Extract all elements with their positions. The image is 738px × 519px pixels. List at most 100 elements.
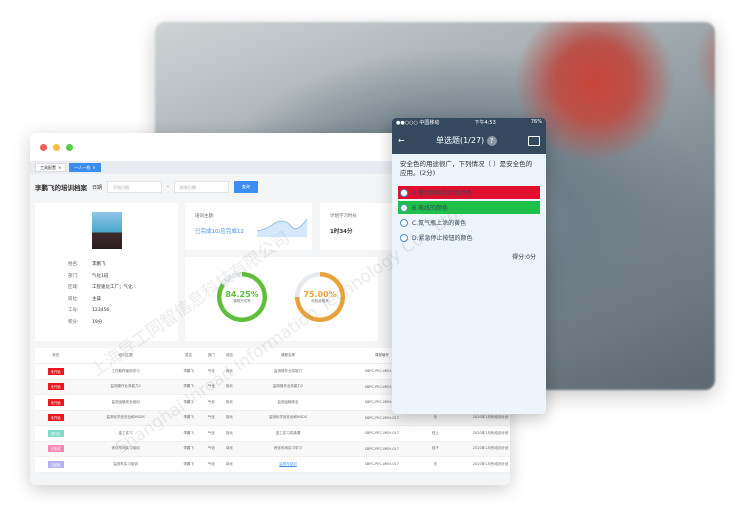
radio-button[interactable] xyxy=(400,233,408,242)
table-cell: 李鹏飞 xyxy=(175,456,203,473)
sparkline xyxy=(257,218,307,237)
radio-button[interactable] xyxy=(400,188,408,197)
table-cell: 2020年1月份培训计划 xyxy=(444,441,510,457)
back-arrow-icon[interactable]: ← xyxy=(398,136,405,145)
ring-value: 75.00% xyxy=(303,290,337,299)
status-badge: 未开始 xyxy=(47,383,64,391)
table-cell: 2020年1月份培训计划 xyxy=(444,425,510,442)
radio-button[interactable] xyxy=(400,203,408,212)
profile-card: 姓名: 李鹏飞 部门: 气化1班 区域: 工智速化工厂；气化 岗位: 主操 工号: 123456 积… xyxy=(35,203,178,341)
hours-label: 计划学习时长 xyxy=(330,214,357,219)
topic-card: 培训主题: 已完成10/应完成12 xyxy=(185,203,312,250)
field-label: 工号: xyxy=(68,308,79,313)
table-cell: 金工实习 xyxy=(76,425,176,442)
option-text: B.电线的颜色 xyxy=(412,205,449,212)
column-header[interactable]: 课程名称 xyxy=(238,348,338,364)
close-dot[interactable] xyxy=(40,143,47,151)
table-cell: 岗长 xyxy=(220,379,239,395)
column-header[interactable]: 部门 xyxy=(202,348,221,364)
search-button[interactable]: 查询 xyxy=(233,181,258,193)
option-text: A.警示牌中的红色颜色 xyxy=(412,190,472,197)
table-cell: 监测操作业务能力 xyxy=(238,363,338,380)
status-badge: 未开始 xyxy=(47,398,64,406)
topic-label: 培训主题: xyxy=(195,214,215,219)
maximize-dot[interactable] xyxy=(66,143,73,151)
table-cell: 监测运输安全 xyxy=(238,394,338,411)
table-cell: 监测操作业务能力2 xyxy=(76,379,176,395)
table-cell: 线上 xyxy=(426,425,445,442)
battery: 76% xyxy=(530,119,542,125)
status-badge: 已完成 xyxy=(47,445,64,453)
profile-field: 积分: 19分 xyxy=(68,317,178,329)
course-completion-ring: 84.25% 课程完成率 xyxy=(217,272,267,322)
table-cell: 李鹏飞 xyxy=(175,363,203,380)
ring-value: 84.25% xyxy=(225,290,259,299)
table-cell: 岗长 xyxy=(220,394,239,411)
table-cell: 气化 xyxy=(202,441,221,457)
tab-profile[interactable]: 一人一档 × xyxy=(69,163,101,172)
table-row[interactable]: 已结束 监测车实习培训 李鹏飞 气化 岗长 监测车复训 SBPC-PEC-MEH-017 无 2… xyxy=(35,456,510,473)
answer-option[interactable]: B.电线的颜色 xyxy=(398,201,540,214)
field-value: 主操 xyxy=(92,296,101,302)
table-cell: 李鹏飞 xyxy=(175,425,203,442)
date-label: 日期 xyxy=(92,184,103,191)
field-value: 李鹏飞 xyxy=(92,262,106,267)
phone-screen: ●●○○○ 中国移动 下午4:53 76% ← 单选题(1/27) ? 安全色的用途… xyxy=(392,118,546,414)
tab-tools[interactable]: 工具配置 × xyxy=(35,163,67,172)
rates-card: 84.25% 课程完成率 75.00% 测验合格率 xyxy=(185,257,378,341)
answer-option[interactable]: D.紧急停止按钮的颜色 xyxy=(398,231,540,244)
clock: 下午4:53 xyxy=(474,120,496,126)
status-badge: 已结束 xyxy=(47,460,64,468)
table-cell: 岗长 xyxy=(220,456,239,473)
answer-card-icon[interactable] xyxy=(528,135,540,146)
field-label: 积分: xyxy=(68,319,79,325)
minimize-dot[interactable] xyxy=(53,143,60,151)
table-cell: SBPC-PEC-MEH-017 xyxy=(337,441,427,457)
close-icon[interactable]: × xyxy=(92,165,96,170)
column-header[interactable]: 姓名 xyxy=(175,348,203,364)
table-cell: 炼化车间实习培训 xyxy=(76,441,176,457)
ring-label: 测验合格率 xyxy=(311,299,329,303)
column-header[interactable]: 岗位 xyxy=(220,348,239,364)
answer-option[interactable]: A.警示牌中的红色颜色 xyxy=(398,186,540,199)
table-row[interactable]: 未开始 工作取样使用学习 李鹏飞 气化 岗长 监测操作业务能力 SBPC-PEC-MEH-0… xyxy=(35,363,510,380)
table-cell: 李鹏飞 xyxy=(175,410,203,426)
avatar xyxy=(91,212,122,249)
table-cell: 线下 xyxy=(426,441,445,457)
table-cell: 监测操作业务能力2 xyxy=(238,379,338,395)
radio-button[interactable] xyxy=(400,218,408,227)
answer-option[interactable]: C.氮气瓶上涂的黄色 xyxy=(398,216,540,229)
field-value: 气化1班 xyxy=(92,273,109,279)
status-badge: 进行中 xyxy=(47,429,64,437)
profile-field: 部门: 气化1班 xyxy=(68,271,178,283)
table-row[interactable]: 已完成 炼化车间实习培训 李鹏飞 气化 岗长 炼化车间实习学习 SBPC-PEC-MEH-0… xyxy=(35,441,510,457)
table-cell: 无 xyxy=(426,456,445,473)
table-cell: 气化 xyxy=(202,394,221,411)
tab-label: 工具配置 xyxy=(40,164,56,170)
profile-field: 姓名: 李鹏飞 xyxy=(68,259,178,271)
profile-field: 工号: 123456 xyxy=(68,305,178,317)
field-value: 工智速化工厂；气化 xyxy=(92,285,133,290)
field-label: 岗位: xyxy=(68,296,79,302)
table-cell: SBPC-PEC-MEH-017 xyxy=(337,456,427,473)
tab-label: 一人一档 xyxy=(74,164,91,170)
close-icon[interactable]: × xyxy=(58,165,62,170)
table-row[interactable]: 进行中 金工实习 李鹏飞 气化 岗长 金工实习实操课 SBPC-PEC-MEH-017 线上 2… xyxy=(35,425,510,442)
table-cell: 气化 xyxy=(202,379,221,395)
question-title: 单选题(1/27) xyxy=(435,136,485,145)
profile-info: 姓名: 李鹏飞 部门: 气化1班 区域: 工智速化工厂；气化 岗位: 主操 工号: 123456 积… xyxy=(35,259,178,328)
profile-field: 岗位: 主操 xyxy=(68,294,178,306)
table-cell: 气化 xyxy=(202,456,221,473)
column-header[interactable]: 状态 xyxy=(35,348,77,364)
ring-label: 课程完成率 xyxy=(233,299,251,303)
table-cell[interactable]: 监测车复训 xyxy=(238,456,338,473)
option-text: C.氮气瓶上涂的黄色 xyxy=(412,220,467,227)
field-label: 部门: xyxy=(68,273,79,279)
end-date-input[interactable]: 结束日期 xyxy=(173,181,229,193)
option-text: D.紧急停止按钮的颜色 xyxy=(412,235,473,242)
help-icon[interactable]: ? xyxy=(486,136,497,146)
start-date-input[interactable]: 开始日期 xyxy=(107,181,163,193)
table-cell: 气化 xyxy=(202,425,221,442)
field-value: 123456 xyxy=(92,308,110,313)
column-header[interactable]: 培训主题 xyxy=(76,348,176,364)
